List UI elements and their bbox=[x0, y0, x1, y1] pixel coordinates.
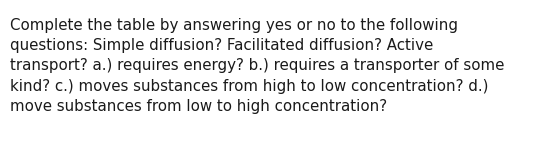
Text: Complete the table by answering yes or no to the following
questions: Simple dif: Complete the table by answering yes or n… bbox=[10, 18, 504, 114]
